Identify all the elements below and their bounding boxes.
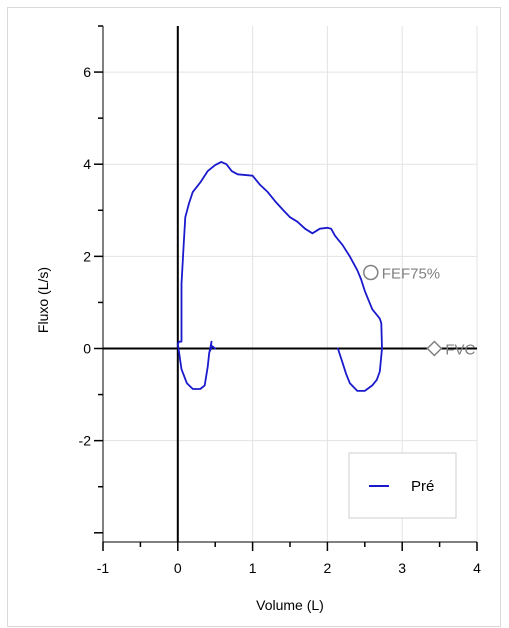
y-tick-label: 2 bbox=[83, 248, 91, 264]
fvc-label: FVC bbox=[445, 342, 475, 359]
x-tick-label: 3 bbox=[398, 560, 406, 576]
legend: Pré bbox=[348, 452, 457, 519]
tick-labels: -1 0 1 2 3 4 -2 0 2 4 6 bbox=[79, 64, 482, 576]
fvc-marker bbox=[426, 340, 443, 357]
series-layer bbox=[176, 160, 383, 392]
x-axis-title: Volume (L) bbox=[256, 597, 324, 613]
marker-layer: FEF75% FVC bbox=[363, 264, 476, 359]
fef75-marker bbox=[363, 264, 379, 281]
legend-box bbox=[348, 452, 457, 519]
y-tick-label: 4 bbox=[83, 156, 91, 172]
y-tick-label: -2 bbox=[79, 433, 92, 449]
series-line-segment bbox=[176, 160, 383, 350]
y-axis-title: Fluxo (L/s) bbox=[35, 267, 51, 333]
axes bbox=[94, 25, 478, 551]
y-tick-label: 0 bbox=[83, 341, 91, 357]
legend-label: Pré bbox=[411, 478, 434, 495]
x-tick-label: 1 bbox=[249, 560, 257, 576]
fef75-label: FEF75% bbox=[382, 265, 440, 282]
x-tick-label: 2 bbox=[324, 560, 332, 576]
x-tick-label: -1 bbox=[97, 560, 110, 576]
chart-frame bbox=[7, 7, 501, 627]
x-tick-label: 0 bbox=[174, 560, 182, 576]
x-tick-label: 4 bbox=[473, 560, 481, 576]
series-line-segment bbox=[176, 340, 217, 390]
series-line-segment bbox=[336, 347, 383, 392]
y-tick-label: 6 bbox=[83, 64, 91, 80]
